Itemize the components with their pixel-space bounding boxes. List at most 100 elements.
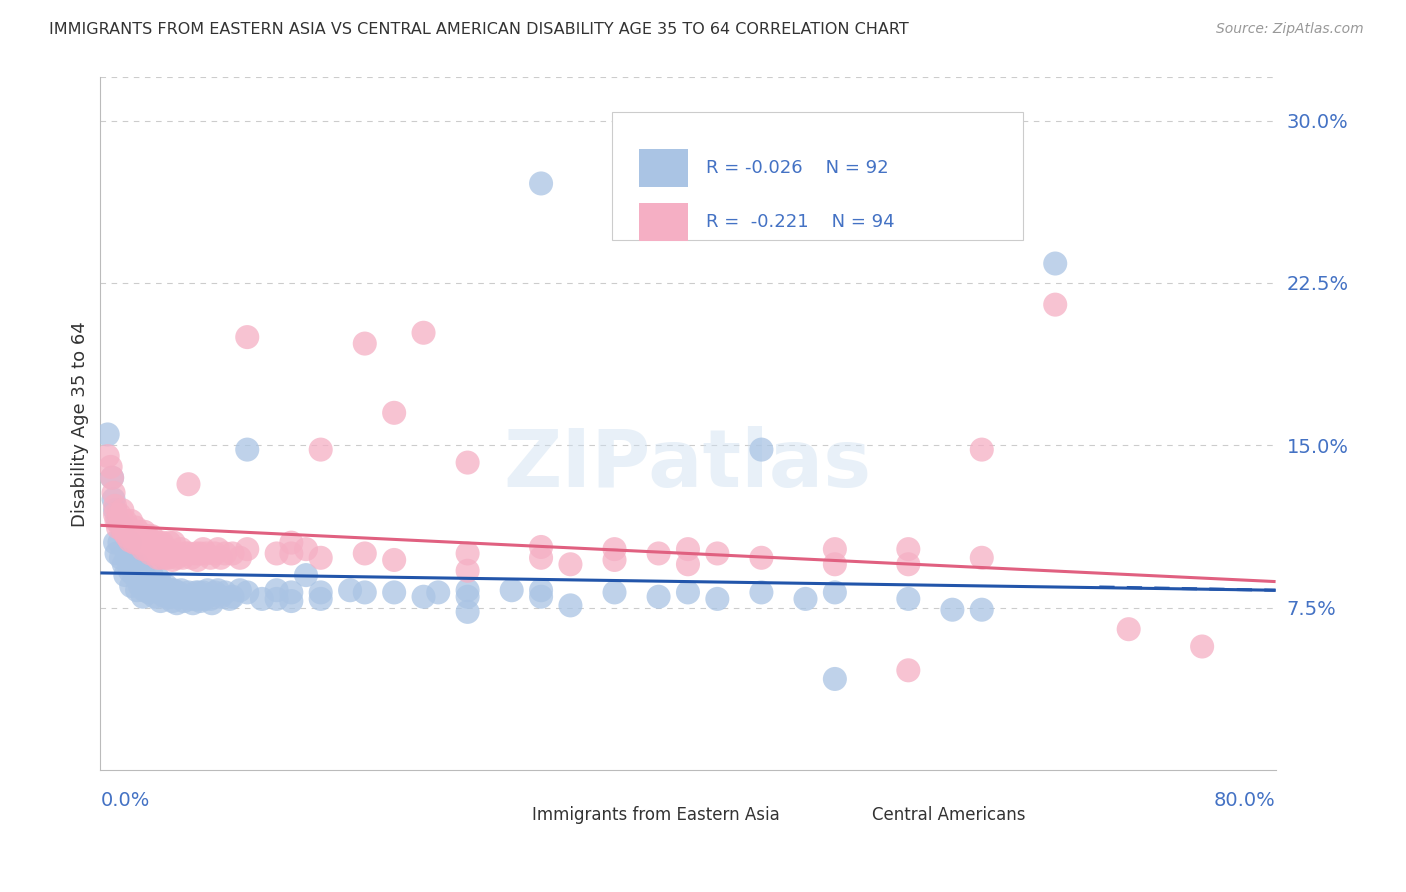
Point <box>295 542 318 557</box>
Point <box>139 579 162 593</box>
Point <box>382 585 405 599</box>
Point <box>160 546 183 560</box>
Text: R = -0.026    N = 92: R = -0.026 N = 92 <box>706 159 889 177</box>
Point <box>167 585 190 599</box>
Point <box>163 546 186 560</box>
Point <box>172 550 194 565</box>
Point <box>129 535 152 549</box>
Point <box>128 524 150 539</box>
Point <box>897 591 920 606</box>
Point <box>676 542 699 557</box>
Text: 0.0%: 0.0% <box>100 790 149 810</box>
Point <box>193 585 215 599</box>
Point <box>188 546 211 560</box>
Point <box>603 585 626 599</box>
Point <box>266 546 288 560</box>
Point <box>214 585 236 599</box>
Point <box>172 590 194 604</box>
Bar <box>638 149 688 186</box>
Point <box>188 594 211 608</box>
Point <box>209 550 232 565</box>
Point <box>941 603 963 617</box>
Point <box>457 456 479 470</box>
Point <box>117 520 139 534</box>
Text: Central Americans: Central Americans <box>873 805 1026 824</box>
Point <box>121 558 143 572</box>
Point <box>200 550 222 565</box>
Point <box>150 579 173 593</box>
Point <box>120 579 142 593</box>
Point <box>134 568 156 582</box>
Point <box>236 585 259 599</box>
Point <box>163 583 186 598</box>
Point <box>236 542 259 557</box>
Point <box>131 564 153 578</box>
Point <box>156 585 179 599</box>
Point <box>309 585 332 599</box>
Point <box>163 535 186 549</box>
Point <box>186 591 208 606</box>
Y-axis label: Disability Age 35 to 64: Disability Age 35 to 64 <box>72 321 89 526</box>
Point <box>250 591 273 606</box>
Point <box>112 558 135 572</box>
Point <box>266 583 288 598</box>
Point <box>101 471 124 485</box>
Point <box>195 546 218 560</box>
Point <box>103 492 125 507</box>
Point <box>142 583 165 598</box>
Point <box>157 535 180 549</box>
Point <box>97 427 120 442</box>
Point <box>160 583 183 598</box>
Point <box>204 546 226 560</box>
Point <box>1191 640 1213 654</box>
Bar <box>494 801 520 829</box>
Point <box>115 529 138 543</box>
Point <box>970 550 993 565</box>
FancyBboxPatch shape <box>612 112 1024 240</box>
Point <box>136 529 159 543</box>
Text: Immigrants from Eastern Asia: Immigrants from Eastern Asia <box>531 805 779 824</box>
Point <box>236 442 259 457</box>
Point <box>145 542 167 557</box>
Point <box>794 591 817 606</box>
Point <box>132 590 155 604</box>
Point <box>170 542 193 557</box>
Point <box>382 553 405 567</box>
Point <box>184 546 207 560</box>
Point <box>280 594 302 608</box>
Point <box>124 520 146 534</box>
Point <box>970 442 993 457</box>
Point <box>824 542 846 557</box>
Point <box>181 596 204 610</box>
Point <box>139 546 162 560</box>
Point <box>152 546 174 560</box>
Text: Source: ZipAtlas.com: Source: ZipAtlas.com <box>1216 22 1364 37</box>
Point <box>118 533 141 548</box>
Point <box>148 535 170 549</box>
Point <box>970 603 993 617</box>
Point <box>501 583 523 598</box>
Point <box>186 553 208 567</box>
Point <box>201 596 224 610</box>
Point <box>197 583 219 598</box>
Point <box>382 406 405 420</box>
Point <box>125 583 148 598</box>
Point <box>221 546 243 560</box>
Point <box>143 590 166 604</box>
Point <box>143 546 166 560</box>
Point <box>280 535 302 549</box>
Point <box>134 535 156 549</box>
Point <box>150 535 173 549</box>
Point <box>560 599 582 613</box>
Point <box>170 583 193 598</box>
Text: 80.0%: 80.0% <box>1213 790 1275 810</box>
Point <box>207 542 229 557</box>
Point <box>236 330 259 344</box>
Point <box>138 535 160 549</box>
Point <box>138 585 160 599</box>
Point <box>1045 256 1067 270</box>
Point <box>280 546 302 560</box>
Point <box>162 553 184 567</box>
Point <box>353 585 375 599</box>
Point <box>824 672 846 686</box>
